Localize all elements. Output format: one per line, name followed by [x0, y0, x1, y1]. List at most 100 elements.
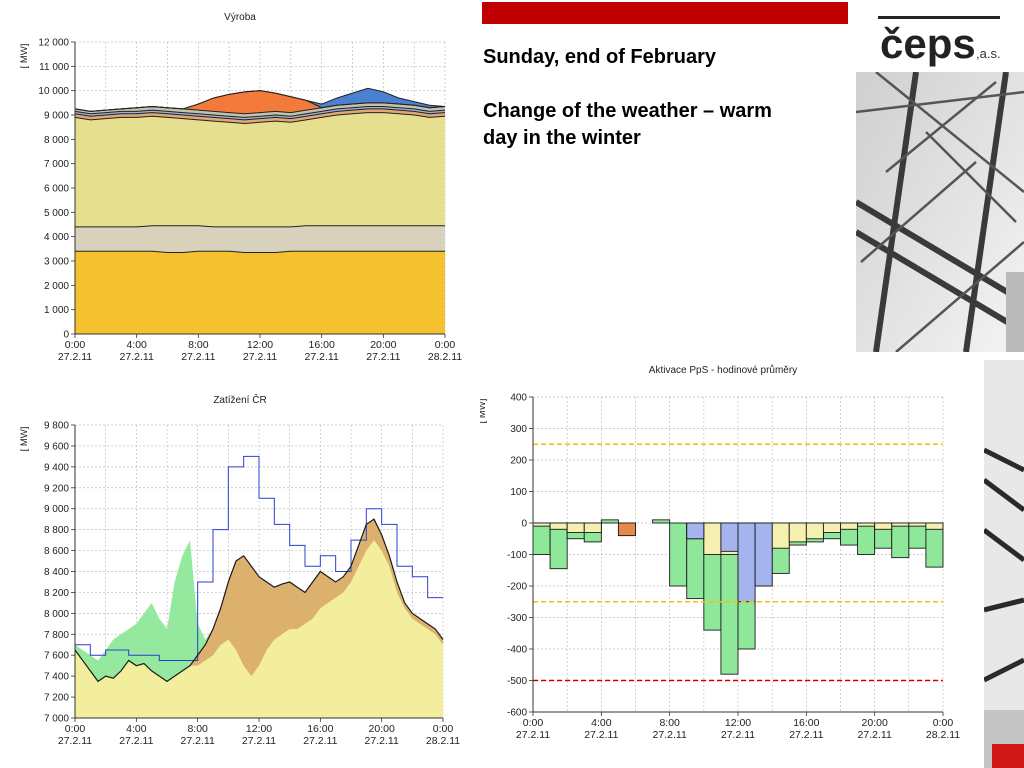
- activation-bar: [754, 522, 773, 587]
- y-tick-label: 9 600: [44, 441, 69, 452]
- y-tick-label: -100: [507, 550, 527, 561]
- x-tick-date: 27.2.11: [721, 729, 755, 741]
- y-tick-label: 200: [510, 456, 527, 467]
- x-tick-date: 27.2.11: [366, 351, 400, 363]
- cable-photo: [984, 360, 1024, 768]
- activation-bar: [908, 522, 927, 549]
- pylon-photo: [856, 72, 1024, 352]
- x-tick-time: 8:00: [659, 717, 680, 729]
- y-tick-label: 8 800: [44, 525, 69, 536]
- activation-bar: [652, 519, 671, 524]
- y-tick-label: 3 000: [44, 257, 69, 268]
- activation-bar: [532, 522, 551, 555]
- activation-bar: [771, 522, 790, 549]
- y-tick-label: 9 000: [44, 504, 69, 515]
- generation-band-edge: [74, 87, 446, 112]
- header-accent-bar: [482, 2, 848, 24]
- chart-vyroba: Výroba [ MW] 0 1 000 2 000 3 000 4 000 5 000 6 0…: [19, 12, 462, 363]
- generation-band: [75, 251, 445, 334]
- generation-band: [75, 90, 445, 114]
- x-tick-time: 4:00: [126, 723, 147, 735]
- y-tick-label: 8 400: [44, 567, 69, 578]
- x-tick-date: 27.2.11: [789, 729, 823, 741]
- activation-bar: [891, 522, 910, 559]
- chart-title: Výroba: [224, 12, 256, 23]
- y-tick-label: 2 000: [44, 281, 69, 292]
- activation-bar: [669, 522, 688, 587]
- slide-heading: Sunday, end of February: [483, 46, 716, 68]
- activation-bar: [891, 522, 910, 527]
- x-tick-date: 27.2.11: [305, 351, 339, 363]
- y-tick-label: 400: [510, 393, 527, 404]
- y-tick-label: 7 000: [44, 159, 69, 170]
- chart-aktivace: Aktivace PpS - hodinové průměry [ MW] -600…: [480, 364, 960, 741]
- generation-band: [75, 225, 445, 253]
- x-tick-time: 16:00: [793, 717, 819, 729]
- y-tick-label: 6 000: [44, 184, 69, 195]
- generation-band: [75, 102, 445, 118]
- y-tick-label: 9 000: [44, 111, 69, 122]
- activation-bar: [703, 522, 722, 555]
- x-tick-time: 20:00: [370, 339, 396, 351]
- y-tick-label: 8 000: [44, 135, 69, 146]
- y-tick-label: -300: [507, 613, 527, 624]
- x-tick-date: 27.2.11: [584, 729, 618, 741]
- x-tick-time: 0:00: [933, 717, 954, 729]
- load-plan-line: [75, 455, 443, 661]
- y-tick-label: 4 000: [44, 232, 69, 243]
- y-tick-label: 8 000: [44, 609, 69, 620]
- x-tick-time: 0:00: [433, 723, 454, 735]
- x-tick-date: 27.2.11: [181, 735, 215, 747]
- x-tick-time: 12:00: [725, 717, 751, 729]
- x-tick-time: 16:00: [307, 723, 333, 735]
- generation-band-edge: [74, 112, 446, 125]
- activation-bar: [805, 522, 824, 540]
- activation-bar: [549, 522, 568, 530]
- activation-bar: [908, 522, 927, 527]
- x-tick-time: 4:00: [126, 339, 147, 351]
- generation-band: [75, 88, 445, 112]
- activation-bar: [566, 522, 585, 533]
- y-tick-label: 9 400: [44, 462, 69, 473]
- x-tick-date: 28.2.11: [428, 351, 462, 363]
- y-tick-label: -600: [507, 708, 527, 719]
- generation-band-edge: [74, 108, 446, 121]
- activation-bar: [549, 522, 568, 570]
- x-tick-time: 16:00: [309, 339, 335, 351]
- generation-band: [75, 108, 445, 124]
- y-tick-label: 0: [63, 330, 69, 341]
- x-tick-date: 27.2.11: [365, 735, 399, 747]
- generation-band: [75, 112, 445, 227]
- slide-body: Change of the weather – warm day in the …: [483, 100, 772, 149]
- activation-bar: [840, 522, 859, 530]
- y-tick-label: 8 600: [44, 546, 69, 557]
- y-tick-label: 1 000: [44, 305, 69, 316]
- activation-bar: [874, 522, 893, 530]
- x-tick-date: 27.2.11: [243, 351, 277, 363]
- y-tick-label: 7 000: [44, 714, 69, 725]
- generation-band-edge: [75, 225, 445, 228]
- activation-bar: [617, 522, 636, 537]
- x-tick-time: 0:00: [65, 339, 86, 351]
- x-tick-time: 0:00: [523, 717, 544, 729]
- x-tick-date: 27.2.11: [242, 735, 276, 747]
- logo-main: čeps: [880, 20, 976, 67]
- activation-bar: [737, 522, 756, 603]
- x-tick-date: 27.2.11: [58, 351, 92, 363]
- ceps-logo: čeps ,a.s.: [878, 16, 1001, 67]
- load-actual-line: [74, 518, 444, 683]
- y-tick-label: 0: [521, 519, 527, 530]
- y-tick-label: 8 200: [44, 588, 69, 599]
- logo-suffix: ,a.s.: [976, 46, 1001, 61]
- x-tick-time: 4:00: [591, 717, 612, 729]
- x-tick-time: 0:00: [435, 339, 456, 351]
- y-tick-label: 11 000: [39, 62, 69, 73]
- activation-bar: [925, 522, 944, 530]
- y-tick-label: 5 000: [44, 208, 69, 219]
- y-axis-label: [ MW]: [480, 399, 488, 424]
- x-tick-time: 0:00: [65, 723, 86, 735]
- y-tick-label: 7 400: [44, 672, 69, 683]
- generation-band-edge: [74, 105, 446, 118]
- y-axis-label: [ MW]: [19, 44, 30, 69]
- x-tick-time: 12:00: [246, 723, 272, 735]
